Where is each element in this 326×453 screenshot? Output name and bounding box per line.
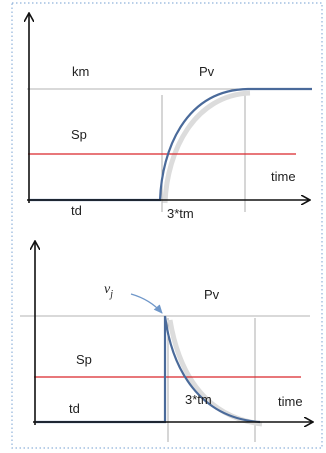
process-variable-curve bbox=[36, 315, 261, 424]
label-time: time bbox=[278, 394, 303, 409]
label-pv: Pv bbox=[204, 287, 220, 302]
label-sp: Sp bbox=[76, 352, 92, 367]
label-pv: Pv bbox=[199, 64, 215, 79]
label-vj: vj bbox=[104, 282, 113, 300]
dotted-frame-border bbox=[11, 2, 323, 449]
vj-callout-arrow bbox=[130, 293, 163, 314]
label-vj-sub: j bbox=[108, 289, 113, 300]
panel-growth: km Pv Sp time td 3*tm bbox=[27, 14, 312, 221]
label-sp: Sp bbox=[71, 127, 87, 142]
label-vj-main: v bbox=[104, 282, 111, 297]
label-td: td bbox=[69, 401, 80, 416]
label-td: td bbox=[71, 203, 82, 218]
label-km: km bbox=[72, 64, 89, 79]
label-3tm: 3*tm bbox=[167, 206, 194, 221]
panel-decay: vj Pv Sp time td 3*tm bbox=[20, 242, 312, 442]
label-time: time bbox=[271, 169, 296, 184]
process-variable-curve bbox=[30, 87, 312, 202]
label-3tm: 3*tm bbox=[185, 392, 212, 407]
response-curve-shadow bbox=[162, 90, 251, 204]
